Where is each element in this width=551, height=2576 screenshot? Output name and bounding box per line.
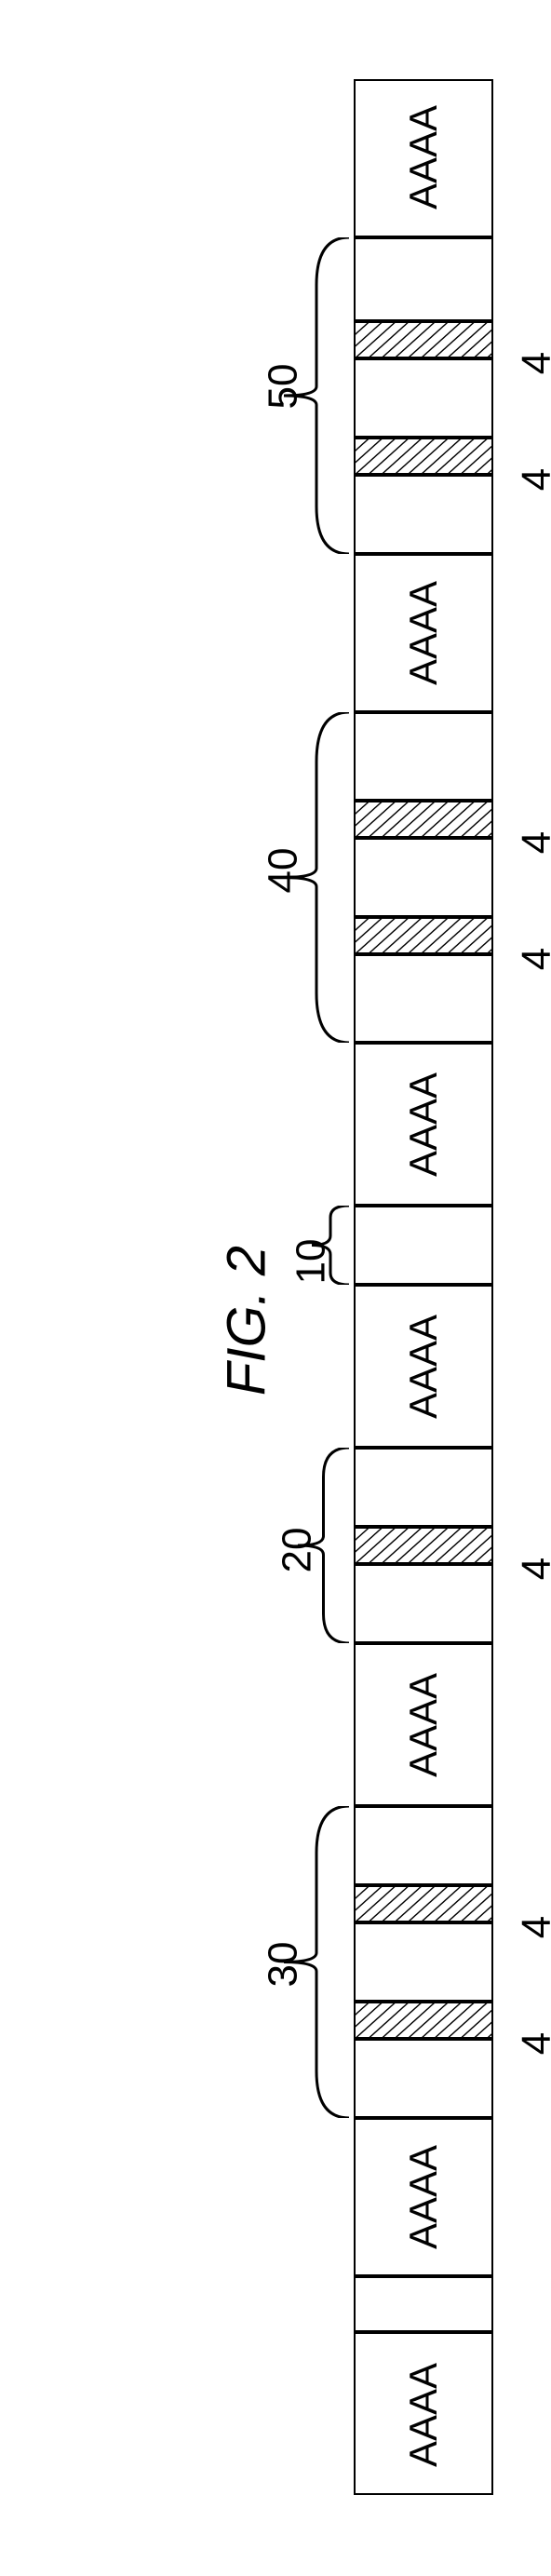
aaaa-segment: AAAA	[354, 2332, 493, 2495]
hatched-segment	[354, 801, 493, 838]
reference-number: 4	[514, 352, 551, 374]
hatched-segment	[354, 2002, 493, 2039]
bracket-label: 30	[260, 1942, 306, 1988]
blank-segment	[354, 1806, 493, 1885]
segment-label: AAAA	[401, 105, 446, 209]
bracket-label: 50	[260, 364, 306, 410]
aaaa-segment: AAAA	[354, 1643, 493, 1806]
segment-label: AAAA	[401, 1314, 446, 1418]
aaaa-segment: AAAA	[354, 1285, 493, 1448]
aaaa-segment: AAAA	[354, 554, 493, 712]
hatched-segment	[354, 1527, 493, 1564]
blank-segment	[354, 358, 493, 438]
blank-segment	[354, 237, 493, 321]
blank-segment	[354, 2039, 493, 2118]
bracket-label: 10	[288, 1239, 334, 1285]
reference-number: 4	[514, 1558, 551, 1580]
blank-segment	[354, 1564, 493, 1643]
blank-segment	[354, 1922, 493, 2002]
reference-number: 4	[514, 1916, 551, 1938]
segment-label: AAAA	[401, 1072, 446, 1176]
blank-segment	[354, 712, 493, 801]
reference-number: 4	[514, 468, 551, 491]
hatched-segment	[354, 438, 493, 475]
figure-title: FIG. 2	[216, 1246, 278, 1396]
blank-segment	[354, 475, 493, 554]
blank-segment	[354, 1206, 493, 1285]
blank-segment	[354, 838, 493, 917]
segment-label: AAAA	[401, 2362, 446, 2466]
reference-number: 4	[514, 831, 551, 854]
aaaa-segment: AAAA	[354, 79, 493, 237]
aaaa-segment: AAAA	[354, 2118, 493, 2276]
hatched-segment	[354, 1885, 493, 1922]
reference-number: 4	[514, 2032, 551, 2055]
segment-label: AAAA	[401, 581, 446, 685]
bracket-label: 40	[260, 848, 306, 894]
reference-number: 4	[514, 948, 551, 970]
segment-label: AAAA	[401, 2145, 446, 2249]
bracket-label: 20	[274, 1528, 320, 1573]
blank-segment	[354, 1448, 493, 1527]
blank-segment	[354, 954, 493, 1043]
hatched-segment	[354, 917, 493, 954]
blank-segment	[354, 2276, 493, 2332]
segment-label: AAAA	[401, 1672, 446, 1776]
hatched-segment	[354, 321, 493, 358]
aaaa-segment: AAAA	[354, 1043, 493, 1206]
